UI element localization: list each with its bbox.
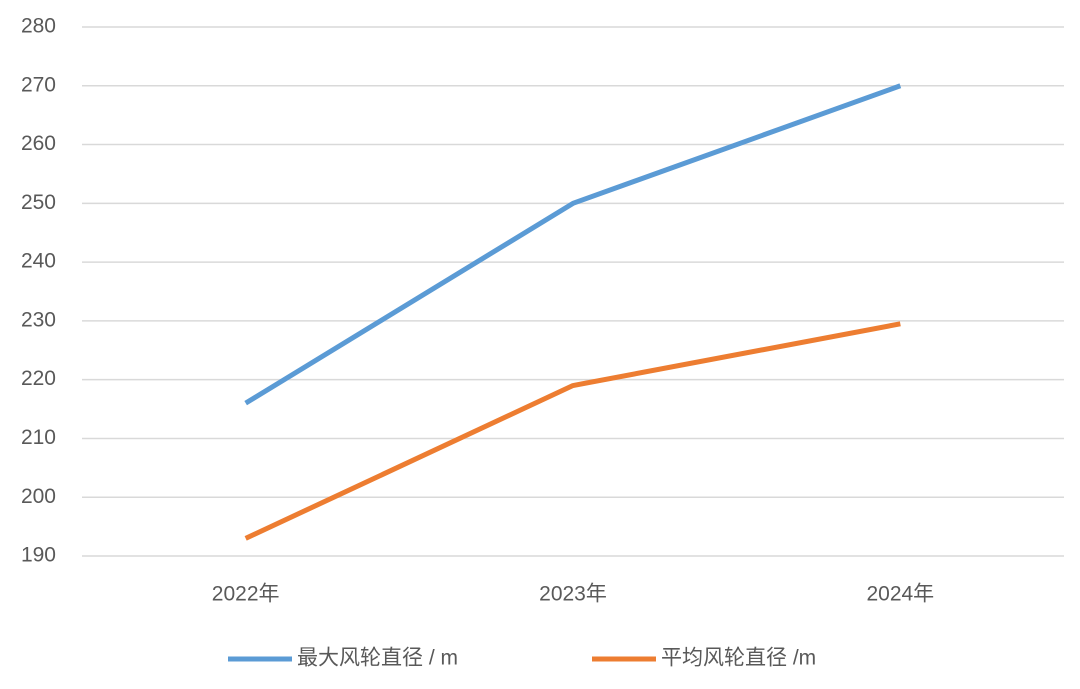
y-tick-label: 230 — [21, 308, 56, 331]
y-tick-label: 200 — [21, 485, 56, 508]
series-line — [244, 321, 901, 541]
x-tick-label: 2022年 — [212, 583, 280, 606]
legend-label: 平均风轮直径 /m — [661, 647, 816, 670]
x-tick-label: 2024年 — [866, 583, 934, 606]
y-tick-label: 250 — [21, 191, 56, 214]
y-tick-label: 210 — [21, 426, 56, 449]
series-line — [244, 83, 902, 406]
y-tick-label: 220 — [21, 367, 56, 390]
legend-label: 最大风轮直径 / m — [297, 647, 458, 670]
y-tick-label: 240 — [21, 250, 56, 273]
y-tick-label: 190 — [21, 544, 56, 567]
y-tick-label: 280 — [21, 15, 56, 38]
y-tick-label: 260 — [21, 132, 56, 155]
x-tick-label: 2023年 — [539, 583, 607, 606]
y-tick-label: 270 — [21, 73, 56, 96]
